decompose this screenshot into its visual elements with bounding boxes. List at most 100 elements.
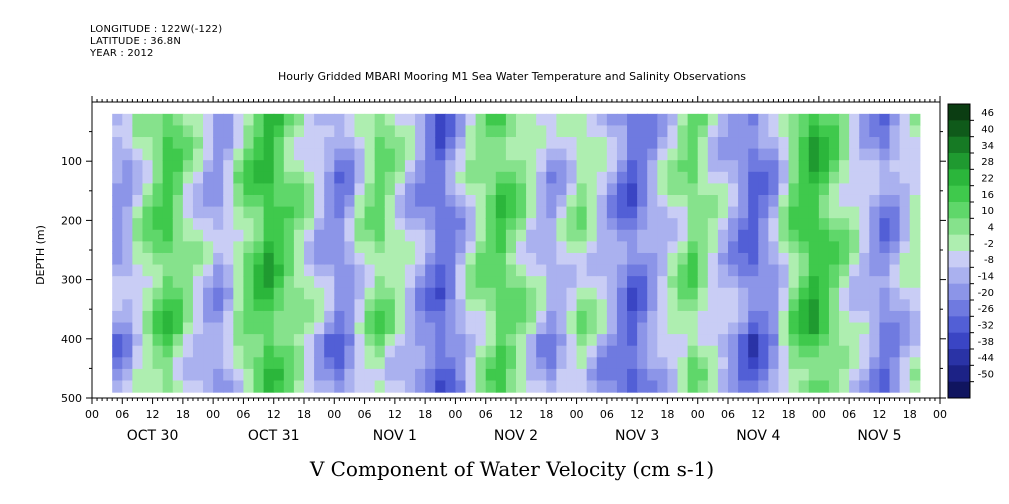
heatmap-cell xyxy=(475,276,487,289)
heatmap-cell xyxy=(465,137,477,150)
heatmap-cell xyxy=(495,287,507,300)
heatmap-cell xyxy=(425,241,436,254)
heatmap-cell xyxy=(404,368,416,382)
heatmap-cell xyxy=(172,206,184,219)
heatmap-cell xyxy=(526,160,537,173)
heatmap-cell xyxy=(576,276,588,289)
heatmap-cell xyxy=(384,299,396,312)
heatmap-cell xyxy=(435,287,446,300)
heatmap-cell xyxy=(889,241,901,254)
heatmap-cell xyxy=(364,380,376,393)
heatmap-cell xyxy=(647,113,658,127)
heatmap-cell xyxy=(495,137,507,150)
heatmap-cell xyxy=(657,218,669,231)
heatmap-cell xyxy=(728,194,739,208)
heatmap-cell xyxy=(223,206,234,219)
heatmap-cell xyxy=(546,322,557,335)
heatmap-cell xyxy=(516,310,527,324)
heatmap-cell xyxy=(728,310,739,324)
heatmap-cell xyxy=(576,171,588,184)
heatmap-cell xyxy=(162,160,174,173)
heatmap-cell xyxy=(808,218,820,231)
heatmap-cell xyxy=(182,229,194,242)
heatmap-cell xyxy=(616,310,628,324)
heatmap-cell xyxy=(273,229,285,242)
heatmap-cell xyxy=(637,310,648,324)
heatmap-cell xyxy=(667,334,679,347)
y-tick-label: 300 xyxy=(61,274,82,287)
heatmap-cell xyxy=(899,334,911,347)
heatmap-cell xyxy=(738,183,749,196)
heatmap-cell xyxy=(677,241,689,254)
heatmap-cell xyxy=(546,218,557,231)
heatmap-cell xyxy=(273,194,285,208)
heatmap-cell xyxy=(273,368,285,382)
heatmap-cell xyxy=(192,322,204,335)
heatmap-cell xyxy=(758,264,769,277)
heatmap-cell xyxy=(566,137,578,150)
heatmap-cell xyxy=(293,357,305,370)
heatmap-cell xyxy=(839,171,850,184)
heatmap-cell xyxy=(546,357,557,370)
heatmap-cell xyxy=(576,160,588,173)
heatmap-cell xyxy=(445,334,457,347)
heatmap-cell xyxy=(536,113,547,127)
heatmap-cell xyxy=(728,171,739,184)
heatmap-cell xyxy=(475,137,487,150)
heatmap-cell xyxy=(142,171,154,184)
heatmap-cell xyxy=(404,125,416,138)
heatmap-cell xyxy=(839,125,850,138)
heatmap-cell xyxy=(415,148,426,161)
heatmap-cell xyxy=(475,183,487,196)
heatmap-cell xyxy=(909,357,921,370)
heatmap-cell xyxy=(394,171,406,184)
heatmap-cell xyxy=(182,206,194,219)
heatmap-cell xyxy=(243,206,255,219)
heatmap-cell xyxy=(435,334,446,347)
heatmap-cell xyxy=(485,229,497,242)
heatmap-cell xyxy=(677,137,689,150)
heatmap-cell xyxy=(334,252,345,266)
heatmap-cell xyxy=(627,113,638,127)
heatmap-cell xyxy=(788,334,800,347)
heatmap-cell xyxy=(374,137,386,150)
heatmap-cell xyxy=(728,137,739,150)
heatmap-cell xyxy=(253,276,265,289)
heatmap-cell xyxy=(818,322,830,335)
colorbar-label: -32 xyxy=(978,321,994,332)
heatmap-cell xyxy=(566,125,578,138)
heatmap-cell xyxy=(233,276,245,289)
heatmap-cell xyxy=(586,380,598,393)
heatmap-cell xyxy=(364,241,376,254)
heatmap-cell xyxy=(334,357,345,370)
heatmap-cell xyxy=(505,194,517,208)
heatmap-cell xyxy=(586,276,598,289)
heatmap-cell xyxy=(849,125,860,138)
heatmap-cell xyxy=(596,380,608,393)
heatmap-cell xyxy=(445,310,457,324)
heatmap-cell xyxy=(839,218,850,231)
heatmap-cell xyxy=(849,113,860,127)
heatmap-cell xyxy=(839,345,850,358)
heatmap-cell xyxy=(576,252,588,266)
heatmap-cell xyxy=(728,113,739,127)
heatmap-cell xyxy=(415,125,426,138)
heatmap-cell xyxy=(596,148,608,161)
heatmap-cell xyxy=(304,137,315,150)
heatmap-cell xyxy=(889,183,901,196)
heatmap-cell xyxy=(253,368,265,382)
heatmap-cell xyxy=(606,287,618,300)
heatmap-cell xyxy=(768,299,780,312)
heatmap-cell xyxy=(233,310,245,324)
heatmap-cell xyxy=(404,171,416,184)
x-hour-label: 06 xyxy=(721,408,735,421)
heatmap-cell xyxy=(556,137,568,150)
heatmap-cell xyxy=(717,183,729,196)
heatmap-cell xyxy=(576,322,588,335)
heatmap-cell xyxy=(283,357,295,370)
heatmap-cell xyxy=(445,357,457,370)
heatmap-cell xyxy=(596,276,608,289)
heatmap-cell xyxy=(485,276,497,289)
heatmap-cell xyxy=(344,357,356,370)
heatmap-cell xyxy=(253,171,265,184)
